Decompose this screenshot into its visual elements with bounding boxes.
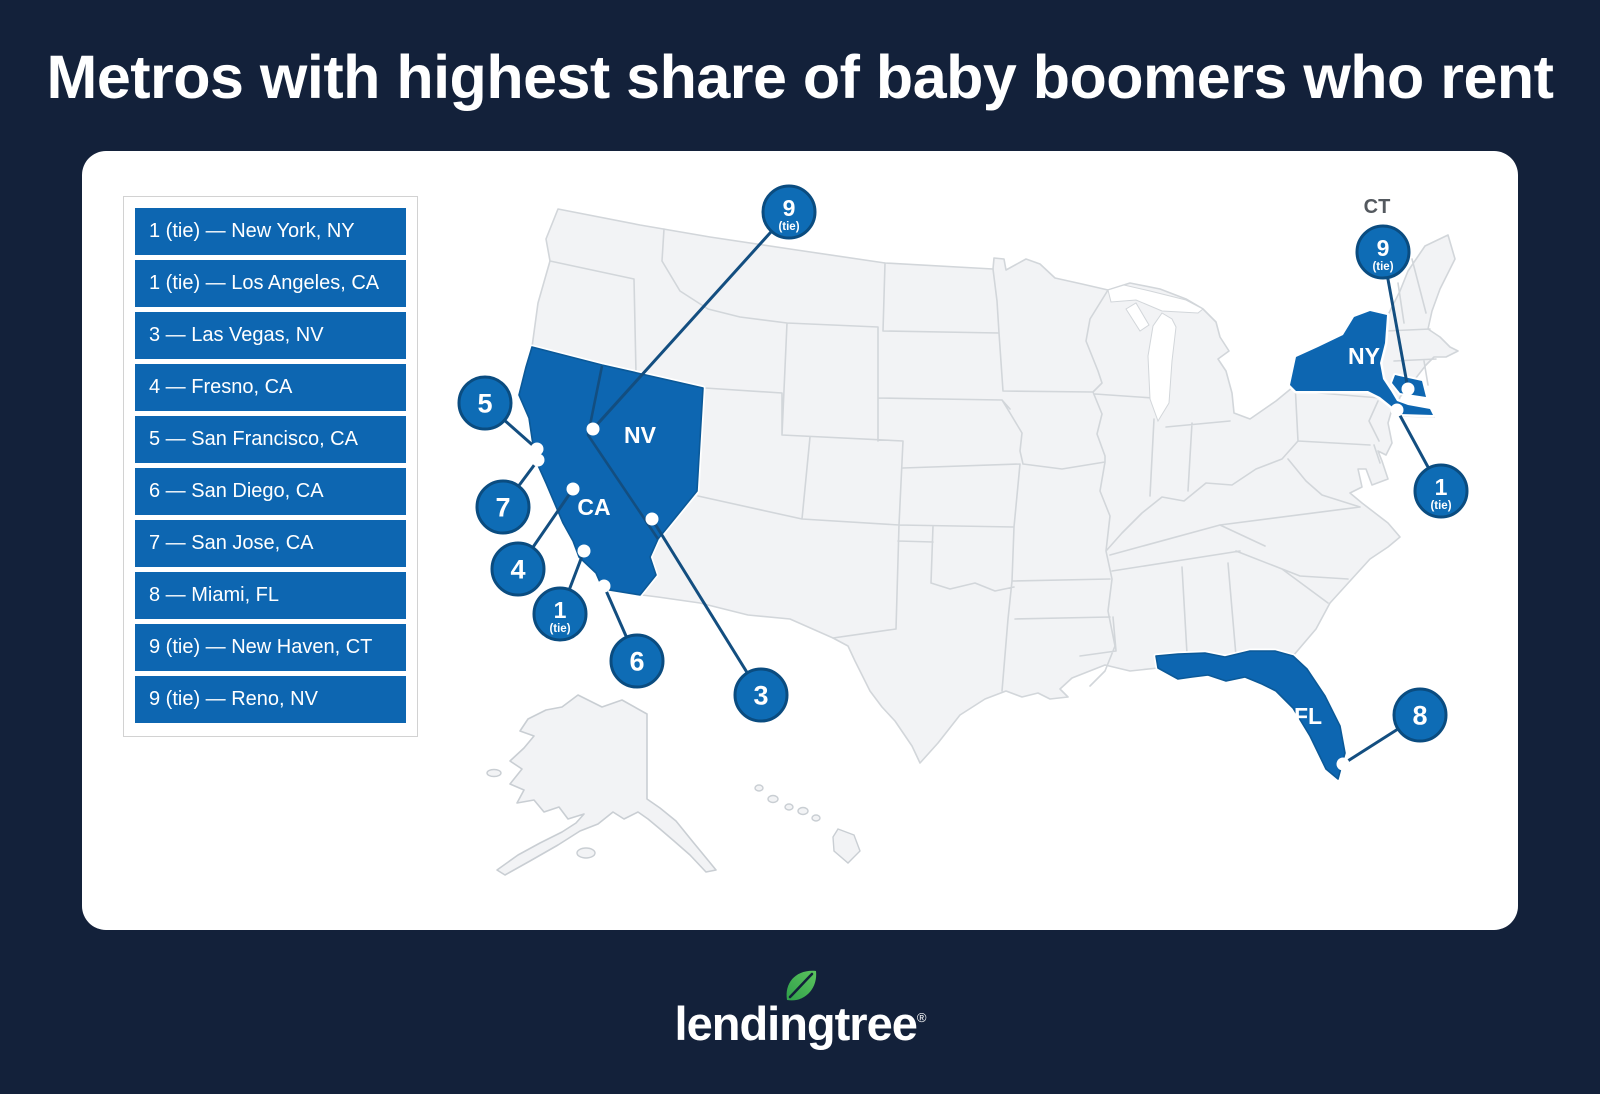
rank-badge-circle — [490, 541, 546, 597]
legend-item: 6 — San Diego, CA — [135, 468, 406, 515]
rank-badge-circle — [761, 184, 817, 240]
rank-badge-new-haven-ct: 9(tie) — [1355, 224, 1411, 280]
rank-badge-circle — [1392, 687, 1448, 743]
city-dot-new-haven-ct — [1401, 382, 1415, 396]
logo-wordmark: lendingtree® — [674, 997, 927, 1050]
legend-item: 7 — San Jose, CA — [135, 520, 406, 567]
registered-mark: ® — [916, 1010, 927, 1025]
leaf-icon — [786, 970, 816, 1001]
rank-badge-san-francisco-ca: 5 — [457, 375, 513, 431]
state-label-ct: CT — [1364, 196, 1391, 218]
legend-item: 9 (tie) — Reno, NV — [135, 676, 406, 723]
rank-badge-number: 8 — [1412, 701, 1427, 731]
ranking-legend-rows: 1 (tie) — New York, NY 1 (tie) — Los Ange… — [135, 208, 406, 723]
city-dot-las-vegas-nv — [645, 512, 659, 526]
lake-superior — [1107, 284, 1204, 314]
kodiak-island — [576, 847, 596, 859]
region-labels: NV CA NY FL CT — [577, 196, 1390, 729]
legend-item: 1 (tie) — New York, NY — [135, 208, 406, 255]
city-dot-new-york-ny — [1390, 403, 1404, 417]
city-dot-fresno-ca — [566, 482, 580, 496]
city-dot-reno-nv — [586, 422, 600, 436]
state-label-fl: FL — [1294, 703, 1322, 729]
rank-badge-circle — [733, 667, 789, 723]
map-card: 1 (tie) — New York, NY 1 (tie) — Los Ange… — [82, 151, 1518, 930]
rank-badge-number: 9 — [783, 195, 796, 221]
state-borders — [549, 228, 1437, 692]
rank-badge-tie: (tie) — [1430, 500, 1451, 512]
connector-line-reno-nv — [591, 210, 791, 431]
legend-item: 1 (tie) — Los Angeles, CA — [135, 260, 406, 307]
rank-badge-tie: (tie) — [549, 623, 570, 635]
rank-badge-number: 9 — [1377, 235, 1390, 261]
st-lawrence-island — [486, 768, 502, 778]
rank-badge-number: 4 — [510, 555, 525, 585]
rank-badge-los-angeles-ca: 1(tie) — [532, 586, 588, 642]
state-label-ny: NY — [1348, 343, 1380, 369]
legend-item: 5 — San Francisco, CA — [135, 416, 406, 463]
rank-badge-number: 1 — [554, 597, 567, 623]
lake-michigan — [1147, 312, 1177, 423]
lendingtree-logo: lendingtree® — [0, 970, 1600, 1050]
state-ca-nv-edge — [518, 346, 704, 596]
legend-item: 4 — Fresno, CA — [135, 364, 406, 411]
state-fl-edge — [1155, 650, 1346, 780]
rank-badge-circle — [1355, 224, 1411, 280]
state-label-ca: CA — [577, 494, 610, 520]
rank-badge-number: 3 — [753, 681, 768, 711]
rank-badge-number: 7 — [495, 493, 510, 523]
rank-badge-circle — [609, 633, 665, 689]
rank-badge-miami-fl: 8 — [1392, 687, 1448, 743]
legend-item: 8 — Miami, FL — [135, 572, 406, 619]
rank-badge-number: 5 — [477, 389, 492, 419]
connector-line-las-vegas-nv — [650, 518, 763, 696]
state-ny — [1287, 308, 1436, 418]
ranking-legend: 1 (tie) — New York, NY 1 (tie) — Los Ange… — [123, 196, 418, 737]
city-dot-san-francisco-ca — [530, 442, 544, 456]
rank-badge-circle — [457, 375, 513, 431]
rank-badge-tie: (tie) — [778, 221, 799, 233]
rank-badge-las-vegas-nv: 3 — [733, 667, 789, 723]
border-ca-nv — [586, 365, 660, 540]
city-dot-los-angeles-ca — [577, 544, 591, 558]
green-bay — [1125, 302, 1150, 332]
page-title: Metros with highest share of baby boomer… — [46, 43, 1554, 111]
rank-badge-fresno-ca: 4 — [490, 541, 546, 597]
rank-badge-new-york-ny: 1(tie) — [1413, 463, 1469, 519]
rank-badge-circle — [532, 586, 588, 642]
rank-badge-reno-nv: 9(tie) — [761, 184, 817, 240]
rank-badge-number: 1 — [1435, 474, 1448, 500]
rank-badge-circle — [1413, 463, 1469, 519]
alaska — [496, 694, 717, 876]
city-dot-san-jose-ca — [531, 453, 545, 467]
city-dot-miami-fl — [1336, 757, 1350, 771]
rank-badge-san-jose-ca: 7 — [475, 479, 531, 535]
rank-badge-circle — [475, 479, 531, 535]
us-map: 9 (tie) 5 7 4 1 (tie) 6 3 9 (tie) 1 (tie) 8 NV CA NY FL C… — [450, 151, 1470, 891]
state-label-nv: NV — [624, 422, 657, 448]
rank-badge-number: 6 — [629, 647, 644, 677]
city-dot-san-diego-ca — [597, 579, 611, 593]
legend-item: 3 — Las Vegas, NV — [135, 312, 406, 359]
rank-badge-tie: (tie) — [1372, 261, 1393, 273]
marker-dots — [530, 382, 1415, 771]
rank-badge-san-diego-ca: 6 — [609, 633, 665, 689]
highlighted-states — [516, 308, 1436, 782]
hawaii — [754, 784, 861, 864]
legend-item: 9 (tie) — New Haven, CT — [135, 624, 406, 671]
